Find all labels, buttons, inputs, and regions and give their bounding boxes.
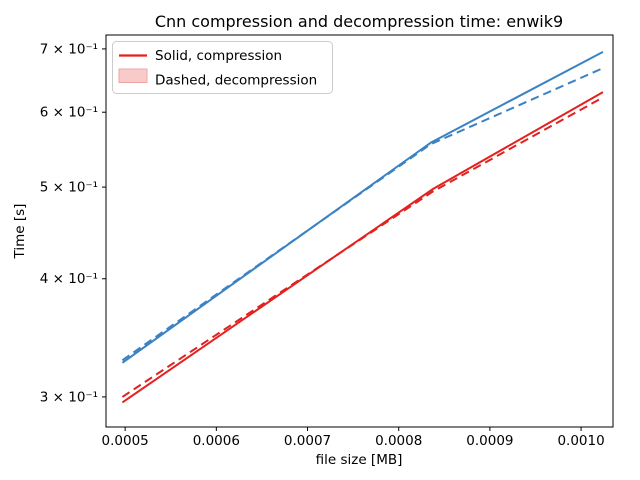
y-tick-label: 6 × 10⁻¹ [40, 105, 98, 121]
legend-patch-swatch [118, 68, 148, 83]
legend-box [112, 41, 333, 94]
y-tick-label: 7 × 10⁻¹ [40, 41, 98, 57]
chart-title: Cnn compression and decompression time: … [155, 12, 563, 31]
x-tick-label: 0.0005 [102, 433, 149, 449]
y-tick-label: 4 × 10⁻¹ [40, 271, 98, 287]
x-tick-label: 0.0008 [375, 433, 422, 449]
axis-ticks: 0.0005 0.0006 0.0007 0.0008 0.0009 0.0010 7 × … [40, 41, 605, 449]
x-tick-label: 0.0010 [557, 433, 604, 449]
x-tick-label: 0.0006 [193, 433, 240, 449]
x-axis-label: file size [MB] [316, 452, 403, 468]
plot-border [105, 34, 614, 428]
series-line-red-decompression-dashed [121, 96, 604, 398]
x-tick-label: 0.0007 [284, 433, 331, 449]
legend-label-decompression: Dashed, decompression [155, 73, 317, 89]
series-lines [121, 50, 604, 404]
y-tick-label: 5 × 10⁻¹ [40, 180, 98, 196]
y-tick-label: 3 × 10⁻¹ [40, 389, 98, 405]
legend-label-compression: Solid, compression [155, 48, 282, 64]
series-line-blue-decompression-dashed [121, 67, 604, 362]
series-line-blue-compression-solid [121, 50, 604, 364]
legend: Solid, compression Dashed, decompression [112, 41, 333, 94]
y-axis-label: Time [s] [12, 204, 28, 260]
series-line-red-compression-solid [121, 91, 604, 404]
x-tick-label: 0.0009 [466, 433, 513, 449]
